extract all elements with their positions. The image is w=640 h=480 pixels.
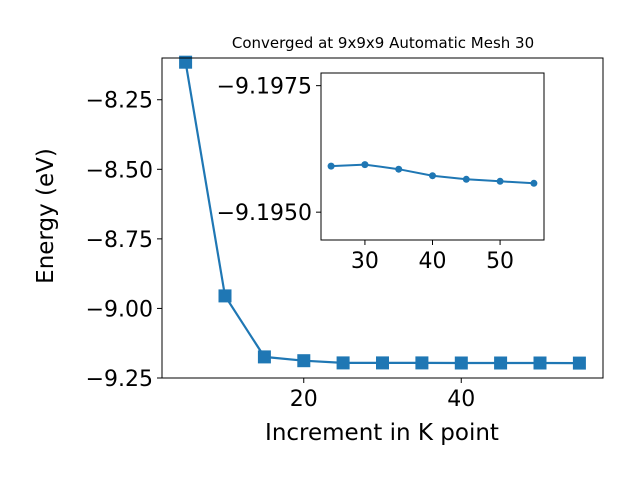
main-data-point — [376, 356, 389, 370]
chart-title: Converged at 9x9x9 Automatic Mesh 30 — [232, 34, 534, 52]
main-y-tick-label: −8.25 — [86, 89, 153, 114]
inset-y-tick-label: −9.1975 — [217, 75, 312, 100]
main-data-point — [218, 289, 232, 303]
inset-x-tick-label: 30 — [351, 249, 379, 274]
inset-plot-marks — [327, 161, 538, 187]
main-axes: Converged at 9x9x9 Automatic Mesh 30 Inc… — [33, 34, 604, 446]
main-y-tick-label: −8.50 — [86, 158, 153, 183]
inset-x-tick-label: 50 — [486, 249, 514, 274]
inset-y-tick-label: −9.1950 — [217, 201, 312, 226]
main-data-point — [415, 356, 429, 370]
inset-data-point — [496, 177, 504, 185]
inset-data-point — [530, 179, 538, 187]
inset-data-point — [327, 162, 335, 170]
main-plot-frame — [161, 57, 604, 379]
main-data-point — [297, 354, 311, 368]
x-axis-label: Increment in K point — [265, 420, 499, 446]
main-ticks: 20 40 −8.25 −8.50 −8.75 −9.00 −9.25 — [86, 89, 476, 412]
inset-background — [321, 73, 544, 240]
inset-ticks: 30 40 50 −9.1975 −9.1950 — [217, 75, 514, 274]
main-y-tick-label: −9.00 — [86, 297, 153, 322]
inset-data-point — [429, 172, 436, 180]
main-y-tick-label: −8.75 — [86, 228, 153, 253]
inset-axes: 30 40 50 −9.1975 −9.1950 — [217, 72, 545, 274]
main-data-point — [454, 356, 468, 370]
main-data-point — [179, 55, 193, 69]
inset-data-point — [361, 161, 369, 169]
main-x-tick-label: 20 — [290, 387, 318, 412]
main-data-point — [257, 350, 271, 364]
y-axis-label: Energy (eV) — [33, 148, 59, 284]
main-y-tick-label: −9.25 — [86, 367, 153, 392]
main-plot-marks — [179, 55, 586, 370]
inset-data-point — [395, 165, 403, 173]
main-data-point — [494, 356, 508, 370]
main-data-point — [572, 356, 586, 370]
inset-x-tick-label: 40 — [419, 249, 447, 274]
main-x-tick-label: 40 — [447, 387, 475, 412]
main-data-point — [336, 356, 350, 370]
inset-data-point — [462, 175, 470, 183]
main-data-point — [533, 356, 547, 370]
